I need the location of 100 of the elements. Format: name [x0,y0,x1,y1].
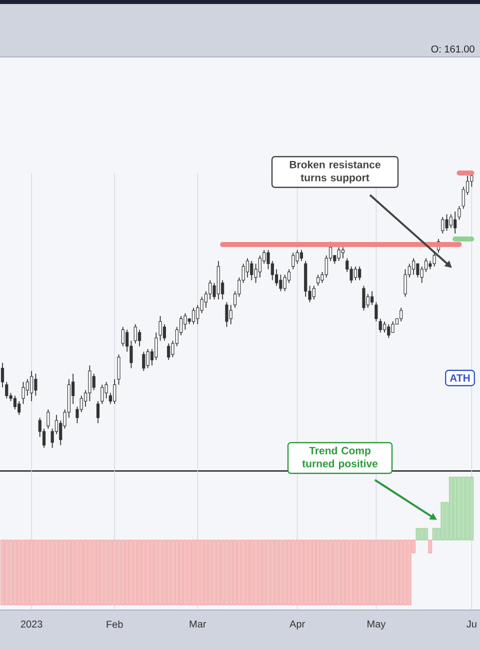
bar [462,476,466,540]
bar [187,540,192,606]
bar [403,540,408,606]
bar [282,540,287,606]
candlestick [370,290,374,306]
bar [449,476,453,540]
bar [254,540,258,606]
candlestick [158,316,162,342]
candlestick [316,274,320,286]
bar [75,540,80,606]
bar [158,540,162,606]
candlestick [283,274,286,292]
bar [336,540,341,606]
bar [216,540,220,606]
candlestick [34,373,38,396]
candlestick [225,302,228,328]
bar [320,540,324,606]
bar [278,540,283,606]
bar [354,540,358,606]
candlestick [192,307,196,325]
bar [162,540,166,606]
bar [366,540,370,606]
bar [8,540,13,606]
candlestick [391,321,394,333]
candlestick [92,373,96,391]
bar [0,540,4,606]
x-tick-label: Ju [466,620,476,628]
candlestick [441,216,444,234]
candlestick [117,354,120,386]
candlestick [167,343,170,360]
bar [291,540,296,606]
bar [4,540,9,606]
candlestick [184,312,187,330]
bar [399,540,403,606]
annotation: Broken resistance turns support [290,160,380,184]
bar [466,476,470,540]
bar [358,540,362,606]
bar [266,540,270,606]
bar [470,476,474,540]
candlestick [88,364,92,402]
candlestick [208,280,212,300]
bar [262,540,266,606]
candlestick [5,381,8,399]
bar [378,540,382,606]
bar [88,540,92,606]
candlestick [354,266,357,281]
text: O: 161.00 [431,45,474,53]
candlestick [162,324,166,342]
candlestick [154,332,158,360]
candlestick [30,370,34,402]
bar [308,540,312,606]
bar [224,540,229,606]
bar [142,540,146,606]
bar [374,540,378,606]
bar [129,540,134,606]
bar [17,540,21,606]
bar [453,476,457,540]
candlestick [279,274,282,292]
candlestick [250,260,254,281]
candlestick [96,400,100,424]
bar [386,540,391,606]
bar [116,540,121,606]
bar [428,540,432,554]
x-tick-label: Apr [290,620,305,630]
bar [270,540,274,606]
candlestick [458,206,461,220]
candlestick [387,324,390,338]
bar [112,540,116,606]
candlestick [100,384,104,404]
bar [237,540,242,606]
candlestick [432,252,436,267]
bar [170,540,175,606]
candlestick [400,307,403,322]
bar [408,540,412,606]
x-tick-label: Feb [106,620,123,628]
candlestick [341,246,345,259]
bar [304,540,308,606]
candlestick [104,381,108,399]
candlestick [22,381,25,404]
bar [67,540,71,606]
candlestick [300,250,303,262]
bar [92,540,96,606]
bar [416,528,420,540]
candlestick [312,285,316,300]
bar [362,540,366,606]
bar [424,528,428,540]
bar [457,476,462,540]
candlestick [449,214,452,228]
candlestick [0,362,4,388]
candlestick [292,252,295,270]
candlestick [258,255,262,278]
annotation: ATH [450,374,470,382]
candlestick [142,351,146,372]
candlestick [362,285,366,311]
candlestick [337,246,340,262]
bar [183,540,188,606]
bar [295,540,300,606]
bar [332,540,337,606]
candlestick [134,324,137,344]
candlestick [454,211,457,234]
